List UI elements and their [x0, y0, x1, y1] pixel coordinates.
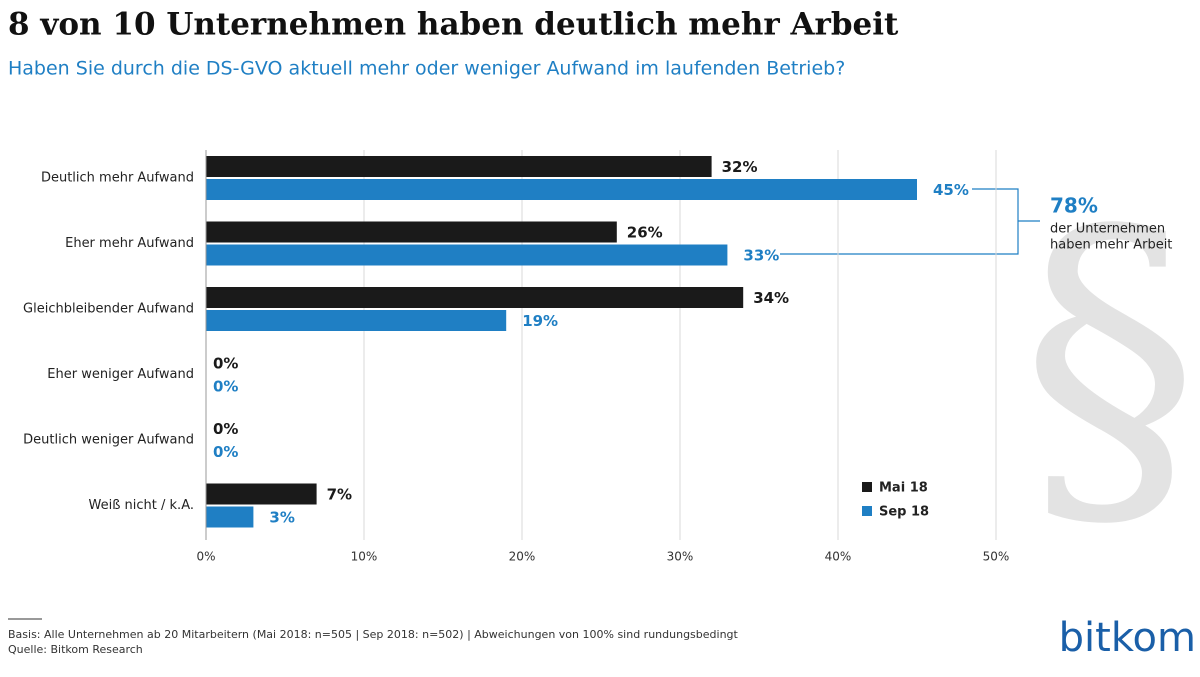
x-tick-label: 40%: [825, 550, 852, 564]
y-tick-label: Eher mehr Aufwand: [65, 236, 194, 251]
bar: [206, 244, 728, 266]
legend-label: Sep 18: [879, 505, 929, 520]
legend-label: Mai 18: [879, 481, 928, 496]
bar: [206, 287, 744, 308]
chart-title: 8 von 10 Unternehmen haben deutlich mehr…: [8, 7, 899, 43]
bar: [206, 310, 507, 331]
logo: bitkom: [1059, 615, 1196, 661]
y-tick-label: Deutlich mehr Aufwand: [41, 171, 194, 186]
value-label: 26%: [627, 224, 663, 242]
x-tick-label: 0%: [196, 550, 215, 564]
value-label: 45%: [933, 181, 969, 199]
x-tick-label: 50%: [983, 550, 1010, 564]
bar: [206, 506, 254, 528]
value-label: 32%: [722, 158, 758, 176]
value-label: 3%: [269, 509, 294, 527]
value-label: 0%: [213, 420, 238, 438]
bar: [206, 483, 317, 505]
footnote: Quelle: Bitkom Research: [8, 643, 143, 656]
value-label: 7%: [327, 486, 352, 504]
annotation-text: der Unternehmen: [1050, 222, 1165, 237]
footnote: Basis: Alle Unternehmen ab 20 Mitarbeite…: [8, 628, 739, 641]
legend-swatch: [862, 506, 872, 516]
bar: [206, 156, 712, 177]
y-tick-label: Weiß nicht / k.A.: [89, 498, 194, 513]
x-tick-label: 20%: [509, 550, 536, 564]
value-label: 34%: [753, 289, 789, 307]
bar: [206, 221, 617, 243]
bar: [206, 179, 917, 200]
y-tick-label: Deutlich weniger Aufwand: [23, 433, 194, 448]
annotation-value: 78%: [1050, 194, 1098, 218]
y-tick-label: Eher weniger Aufwand: [47, 367, 194, 382]
x-tick-label: 30%: [667, 550, 694, 564]
value-label: 0%: [213, 355, 238, 373]
value-label: 33%: [743, 247, 779, 265]
value-label: 0%: [213, 378, 238, 396]
value-label: 0%: [213, 443, 238, 461]
y-tick-label: Gleichbleibender Aufwand: [23, 302, 194, 317]
annotation-text: haben mehr Arbeit: [1050, 238, 1172, 253]
x-tick-label: 10%: [351, 550, 378, 564]
bracket: [780, 188, 1040, 255]
value-label: 19%: [522, 312, 558, 330]
chart-subtitle: Haben Sie durch die DS-GVO aktuell mehr …: [8, 58, 845, 80]
watermark: §: [1020, 154, 1200, 573]
legend-swatch: [862, 482, 872, 492]
